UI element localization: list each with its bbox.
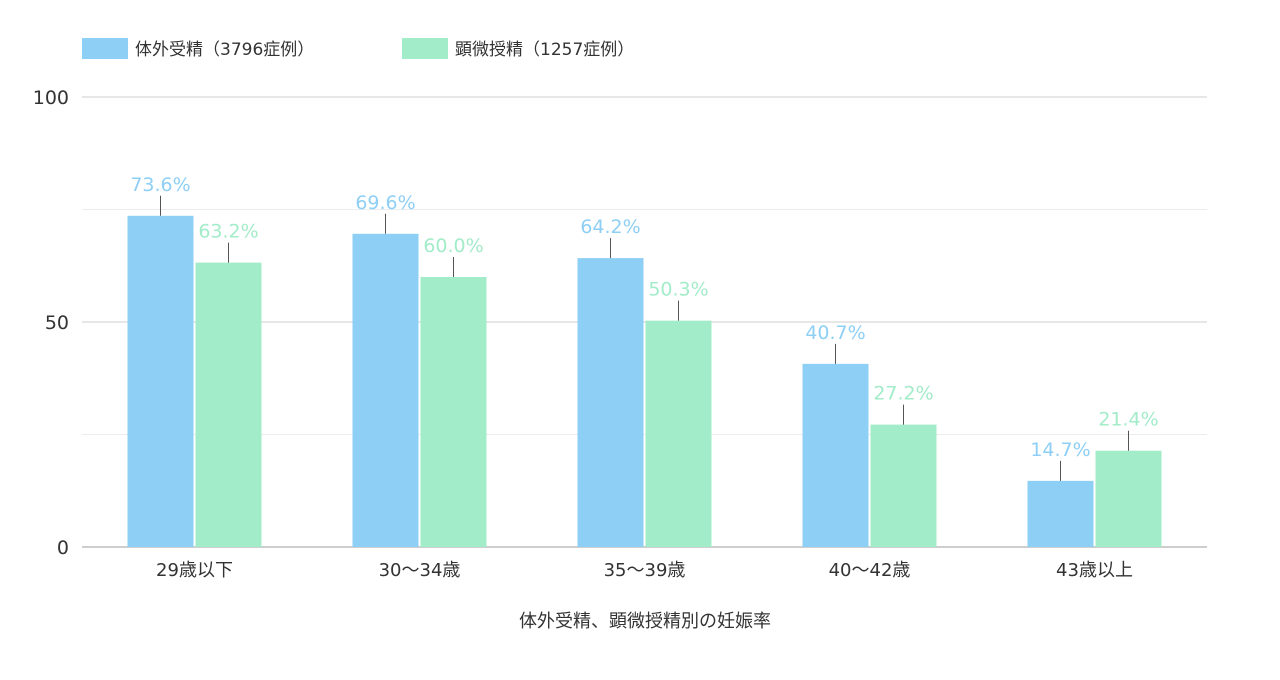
bar-series-1 — [352, 233, 419, 548]
x-tick-label: 40〜42歳 — [829, 560, 911, 581]
bar-series-1 — [802, 363, 869, 547]
data-label: 50.3% — [648, 279, 708, 301]
bar-series-2 — [195, 262, 262, 547]
x-tick-label: 43歳以上 — [1056, 560, 1133, 581]
data-label: 60.0% — [423, 235, 483, 257]
bar-series-1 — [1027, 480, 1094, 547]
legend: 体外受精（3796症例） 顕微授精（1257症例） — [82, 38, 634, 60]
x-tick-label: 29歳以下 — [156, 560, 233, 581]
legend-entry: 体外受精（3796症例） — [135, 40, 314, 60]
bar-series-2 — [420, 277, 487, 547]
bar-series-2 — [1095, 450, 1162, 547]
data-label: 73.6% — [130, 174, 190, 196]
bar-series-1 — [577, 258, 644, 547]
x-axis: 29歳以下 30〜34歳 35〜39歳 40〜42歳 43歳以上 — [156, 560, 1133, 581]
x-tick-label: 35〜39歳 — [604, 560, 686, 581]
bar-series-1 — [127, 215, 194, 548]
legend-swatch — [82, 38, 128, 59]
data-label: 21.4% — [1098, 409, 1158, 431]
data-label: 40.7% — [805, 322, 865, 344]
bar-series-2 — [870, 424, 937, 547]
x-axis-label: 体外受精、顕微授精別の妊娠率 — [519, 611, 771, 632]
y-tick-label: 50 — [45, 312, 69, 334]
legend-swatch — [402, 38, 448, 59]
data-label: 27.2% — [873, 383, 933, 405]
y-tick-label: 0 — [57, 537, 69, 559]
data-label: 64.2% — [580, 216, 640, 238]
y-axis: 0 50 100 — [33, 87, 69, 559]
data-label: 69.6% — [355, 192, 415, 214]
x-tick-label: 30〜34歳 — [379, 560, 461, 581]
y-tick-label: 100 — [33, 87, 69, 109]
data-label: 14.7% — [1030, 439, 1090, 461]
bar-series-2 — [645, 320, 712, 547]
bars: 73.6% 63.2% 69.6% 60.0% 64.2% 50.3% 40.7% 27.2%… — [127, 174, 1162, 548]
data-label: 63.2% — [198, 221, 258, 243]
legend-entry: 顕微授精（1257症例） — [455, 40, 634, 60]
grid-lines — [82, 96, 1207, 548]
